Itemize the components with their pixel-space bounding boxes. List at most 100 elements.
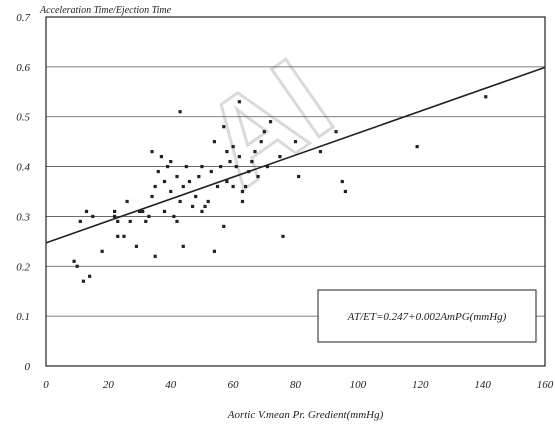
data-point bbox=[212, 140, 217, 144]
x-tick-label: 140 bbox=[474, 379, 491, 391]
x-tick-label: 120 bbox=[412, 379, 429, 391]
data-point bbox=[281, 234, 285, 238]
data-point bbox=[244, 184, 248, 189]
y-tick-label: 0.4 bbox=[16, 162, 30, 174]
data-point bbox=[240, 199, 245, 204]
data-point bbox=[150, 150, 154, 154]
data-point bbox=[203, 204, 207, 209]
data-point bbox=[159, 155, 163, 159]
data-point bbox=[100, 249, 104, 253]
x-tick-label: 0 bbox=[43, 379, 49, 391]
data-point bbox=[484, 95, 488, 99]
data-point bbox=[197, 174, 201, 179]
data-point bbox=[225, 150, 229, 154]
data-point bbox=[72, 259, 76, 263]
data-point bbox=[137, 209, 142, 214]
equation-box bbox=[317, 289, 537, 343]
data-point bbox=[88, 274, 92, 278]
watermark: AI bbox=[178, 32, 356, 214]
data-point bbox=[178, 110, 182, 114]
data-point bbox=[219, 164, 223, 169]
data-point bbox=[253, 150, 257, 154]
data-point bbox=[200, 164, 204, 169]
data-point bbox=[265, 164, 270, 169]
data-point bbox=[343, 189, 347, 194]
data-point bbox=[209, 169, 213, 174]
data-point bbox=[75, 264, 79, 268]
y-tick-label: 0.7 bbox=[16, 12, 30, 24]
regression-line bbox=[45, 66, 546, 244]
x-tick-label: 160 bbox=[537, 379, 554, 391]
data-point bbox=[225, 179, 229, 184]
data-point bbox=[247, 169, 251, 174]
data-point bbox=[181, 244, 185, 248]
y-tick-label: 0 bbox=[25, 361, 31, 373]
data-point bbox=[256, 174, 260, 179]
y-tick-label: 0.6 bbox=[16, 62, 30, 74]
data-point bbox=[169, 159, 173, 164]
data-point bbox=[200, 209, 204, 214]
y-tick-label: 0.3 bbox=[16, 211, 30, 223]
x-tick-labels: 0 20 40 60 80 100 120 140 160 bbox=[43, 379, 554, 391]
data-point bbox=[194, 194, 198, 199]
x-tick-label: 80 bbox=[290, 379, 302, 391]
data-point bbox=[415, 145, 419, 149]
data-points bbox=[72, 95, 488, 283]
data-point bbox=[187, 179, 192, 184]
x-tick-label: 100 bbox=[350, 379, 367, 391]
data-point bbox=[206, 199, 210, 204]
data-point bbox=[237, 155, 241, 159]
data-point bbox=[162, 209, 167, 214]
data-point bbox=[184, 164, 188, 169]
data-point bbox=[340, 179, 344, 184]
data-point bbox=[250, 159, 254, 164]
data-point bbox=[262, 130, 266, 134]
data-point bbox=[147, 214, 151, 219]
data-point bbox=[175, 174, 179, 179]
data-point bbox=[172, 214, 176, 219]
y-tick-labels: 0 0.1 0.2 0.3 0.4 0.5 0.6 0.7 bbox=[16, 12, 30, 373]
data-point bbox=[181, 184, 185, 189]
watermark-text: AI bbox=[179, 34, 354, 213]
data-point bbox=[122, 234, 126, 238]
data-point bbox=[228, 159, 232, 164]
data-point bbox=[153, 254, 157, 258]
y-tick-label: 0.5 bbox=[16, 112, 30, 124]
data-point bbox=[113, 209, 117, 214]
data-point bbox=[293, 140, 298, 144]
data-point bbox=[190, 204, 195, 209]
x-tick-label: 60 bbox=[228, 379, 240, 391]
data-point bbox=[268, 120, 273, 124]
y-tick-label: 0.1 bbox=[16, 311, 30, 323]
data-point bbox=[169, 189, 173, 194]
data-point bbox=[237, 100, 241, 104]
data-point bbox=[318, 150, 323, 154]
data-point bbox=[334, 130, 338, 134]
data-point bbox=[162, 179, 167, 184]
data-point bbox=[215, 184, 220, 189]
data-point bbox=[222, 125, 226, 129]
data-point bbox=[175, 219, 179, 224]
data-point bbox=[128, 219, 132, 224]
data-point bbox=[178, 199, 182, 204]
data-point bbox=[234, 164, 238, 169]
data-point bbox=[259, 140, 263, 144]
data-point bbox=[91, 214, 95, 219]
regression-equation: AT/ET=0.247+0.002AmPG(mmHg) bbox=[347, 311, 507, 323]
data-point bbox=[134, 244, 139, 248]
x-tick-label: 20 bbox=[103, 379, 115, 391]
data-point bbox=[116, 234, 120, 238]
data-point bbox=[144, 219, 148, 224]
y-axis-label: Acceleration Time/Ejection Time bbox=[39, 5, 172, 16]
data-point bbox=[81, 279, 86, 283]
data-point bbox=[231, 145, 235, 149]
data-point bbox=[297, 174, 301, 179]
data-point bbox=[166, 164, 170, 169]
data-point bbox=[116, 219, 120, 224]
data-point bbox=[150, 194, 154, 199]
data-point bbox=[113, 214, 117, 219]
data-point bbox=[231, 184, 235, 189]
data-point bbox=[212, 249, 217, 253]
data-point bbox=[156, 169, 160, 174]
